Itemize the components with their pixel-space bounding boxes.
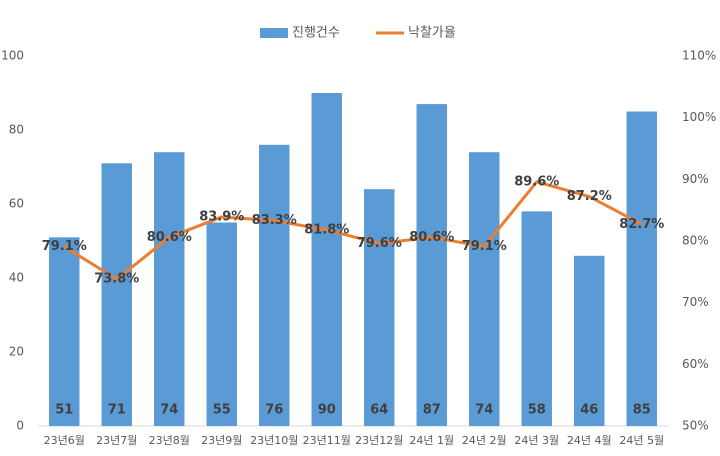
y-tick-label: 40 xyxy=(9,271,24,285)
bar xyxy=(521,211,552,426)
bar-label: 46 xyxy=(580,403,598,418)
x-tick-label: 23년9월 xyxy=(201,434,242,447)
line-label: 82.7% xyxy=(619,217,664,232)
line-label: 83.3% xyxy=(252,213,297,228)
bar-label: 87 xyxy=(423,403,441,418)
bar xyxy=(416,104,447,426)
x-tick-label: 24년 1월 xyxy=(409,434,454,447)
y2-tick-label: 80% xyxy=(682,234,709,248)
x-tick-label: 24년 4월 xyxy=(567,434,612,447)
line-label: 80.6% xyxy=(147,230,192,245)
y2-tick-label: 90% xyxy=(682,172,709,186)
y2-tick-label: 70% xyxy=(682,295,709,309)
line-label: 79.1% xyxy=(462,239,507,254)
line-label: 73.8% xyxy=(94,272,139,287)
bar xyxy=(154,152,185,426)
y2-tick-label: 100% xyxy=(682,110,716,124)
y2-tick-label: 60% xyxy=(682,357,709,371)
bar-label: 71 xyxy=(108,403,126,418)
bar-label: 64 xyxy=(370,403,388,418)
bar xyxy=(574,255,605,426)
x-tick-label: 23년11월 xyxy=(303,434,351,447)
x-tick-label: 23년7월 xyxy=(96,434,137,447)
x-tick-label: 24년 3월 xyxy=(514,434,559,447)
bar xyxy=(259,144,290,427)
bar-label: 85 xyxy=(633,403,651,418)
y-tick-label: 100 xyxy=(1,49,24,63)
x-tick-label: 23년6월 xyxy=(44,434,85,447)
line-label: 81.8% xyxy=(304,222,349,237)
bar xyxy=(311,93,342,426)
x-tick-label: 23년12월 xyxy=(355,434,403,447)
bar-label: 55 xyxy=(213,403,231,418)
bar xyxy=(206,222,237,426)
legend-label: 낙찰가율 xyxy=(408,26,456,41)
x-tick-label: 23년8월 xyxy=(149,434,190,447)
bar xyxy=(469,152,500,426)
x-tick-label: 24년 5월 xyxy=(619,434,664,447)
y-tick-label: 80 xyxy=(9,123,24,137)
bar xyxy=(101,163,132,427)
bar xyxy=(49,237,80,426)
bar-label: 74 xyxy=(160,403,178,418)
legend-label: 진행건수 xyxy=(292,25,340,41)
x-tick-label: 24년 2월 xyxy=(462,434,507,447)
line-label: 79.6% xyxy=(357,236,402,251)
line-label: 87.2% xyxy=(567,189,612,204)
line-label: 89.6% xyxy=(514,174,559,189)
legend-swatch xyxy=(260,28,288,38)
bar-label: 51 xyxy=(55,403,73,418)
y-tick-label: 60 xyxy=(9,197,24,211)
line-label: 79.1% xyxy=(42,239,87,254)
bar xyxy=(364,189,395,426)
y2-tick-label: 110% xyxy=(682,49,716,63)
y-tick-label: 20 xyxy=(9,345,24,359)
y-tick-label: 0 xyxy=(16,419,24,433)
line-label: 83.9% xyxy=(199,209,244,224)
bar-label: 90 xyxy=(318,403,336,418)
x-tick-label: 23년10월 xyxy=(250,434,298,447)
bar-label: 76 xyxy=(265,403,283,418)
line xyxy=(63,180,643,281)
y2-tick-label: 50% xyxy=(682,419,709,433)
bar-label: 58 xyxy=(528,403,546,418)
bar-label: 74 xyxy=(475,403,493,418)
line-label: 80.6% xyxy=(409,230,454,245)
bar xyxy=(626,111,657,426)
